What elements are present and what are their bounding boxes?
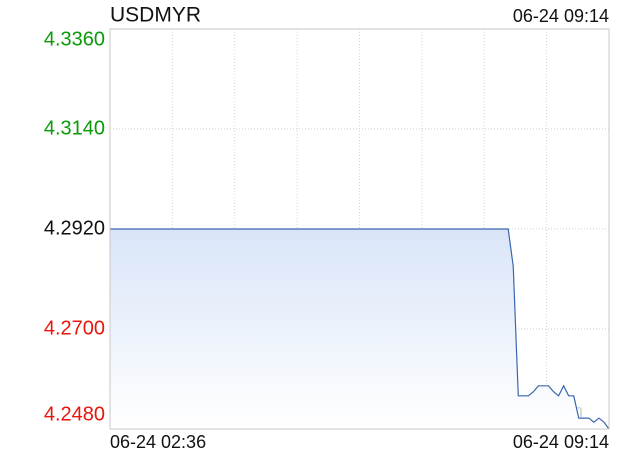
y-tick-label: 4.2700: [44, 317, 105, 339]
area-fill: [110, 229, 609, 429]
y-tick-label: 4.3140: [44, 117, 105, 139]
chart-title: USDMYR: [110, 4, 201, 27]
y-tick-label: 4.2480: [44, 403, 105, 425]
timestamp: 06-24 09:14: [513, 6, 609, 26]
y-tick-label: 4.2920: [44, 217, 105, 239]
x-tick-label: 06-24 02:36: [110, 432, 206, 452]
y-tick-label: 4.3360: [44, 28, 105, 50]
x-tick-label: 06-24 09:14: [513, 432, 609, 452]
price-line: [110, 228, 610, 430]
plot-border: [109, 28, 610, 430]
